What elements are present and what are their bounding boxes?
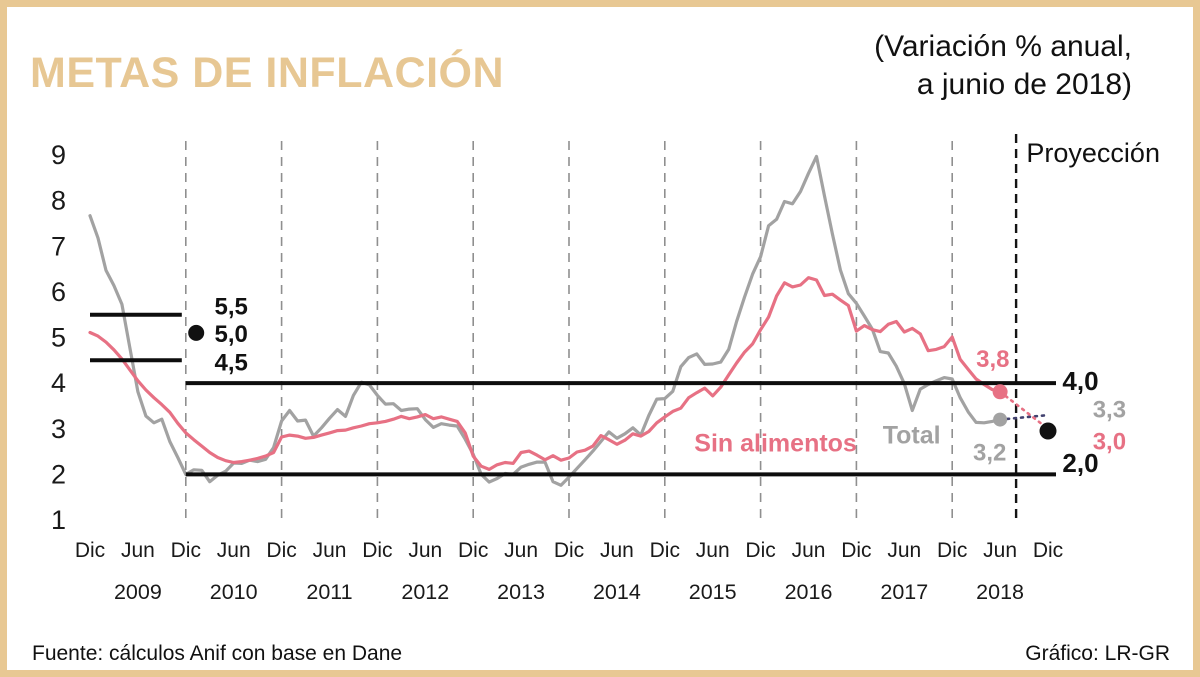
- label-5-0: 5,0: [215, 321, 248, 348]
- x-axis-month-label: Jun: [792, 539, 826, 562]
- x-axis-month-label: Dic: [458, 539, 488, 562]
- page-title: METAS DE INFLACIÓN: [30, 48, 505, 97]
- x-axis-year-label: 2014: [593, 580, 641, 604]
- series-line-sin-alimentos: [88, 276, 1002, 471]
- total-june-2018-dot: [993, 412, 1008, 427]
- series-line-total: [88, 154, 1002, 487]
- chart-subtitle: (Variación % anual, a junio de 2018): [874, 28, 1132, 105]
- x-axis-month-label: Dic: [745, 539, 775, 562]
- graphic-credit: Gráfico: LR-GR: [1025, 642, 1170, 665]
- y-axis-tick-label: 3: [51, 414, 66, 444]
- x-axis-year-label: 2017: [880, 580, 928, 604]
- x-axis-year-label: 2016: [785, 580, 833, 604]
- subtitle-line-1: (Variación % anual,: [874, 30, 1132, 63]
- label-3-8: 3,8: [976, 346, 1009, 373]
- x-axis-year-label: 2012: [401, 580, 449, 604]
- label-2-0: 2,0: [1062, 448, 1098, 478]
- y-axis-tick-label: 1: [51, 505, 66, 535]
- x-axis-month-label: Jun: [983, 539, 1017, 562]
- x-axis-month-label: Jun: [504, 539, 538, 562]
- label-4-5: 4,5: [215, 349, 248, 376]
- x-axis-year-label: 2009: [114, 580, 162, 604]
- x-axis-year-label: 2011: [306, 580, 352, 604]
- x-axis-month-label: Dic: [1033, 539, 1063, 562]
- source-credit: Fuente: cálculos Anif con base en Dane: [32, 642, 403, 665]
- x-axis-month-label: Dic: [554, 539, 584, 562]
- x-axis-year-label: 2015: [689, 580, 737, 604]
- target-midpoint-2009-dot: [188, 324, 205, 341]
- footer: Fuente: cálculos Anif con base en Dane G…: [32, 642, 1170, 666]
- label-3-3: 3,3: [1093, 396, 1126, 423]
- x-axis-month-label: Jun: [313, 539, 347, 562]
- series-label-total: Total: [883, 421, 941, 449]
- x-axis-month-label: Jun: [696, 539, 730, 562]
- y-axis-tick-label: 8: [51, 186, 66, 216]
- x-axis-month-label: Jun: [121, 539, 155, 562]
- y-axis-tick-label: 2: [51, 459, 66, 489]
- subtitle-line-2: a junio de 2018): [916, 68, 1132, 102]
- sin-alimentos-june-2018-dot: [992, 384, 1008, 400]
- x-axis-year-label: 2010: [210, 580, 258, 604]
- x-axis-month-label: Dic: [937, 539, 967, 562]
- projection-label: Proyección: [1026, 138, 1160, 168]
- x-axis-month-label: Dic: [75, 539, 105, 562]
- label-5-5: 5,5: [215, 294, 248, 321]
- x-axis-month-label: Jun: [887, 539, 921, 562]
- y-axis-tick-label: 4: [51, 368, 66, 398]
- projection-line-total: [998, 413, 1050, 421]
- x-axis-month-label: Jun: [600, 539, 634, 562]
- y-axis-tick-label: 6: [51, 277, 66, 307]
- y-axis-tick-label: 5: [51, 323, 66, 353]
- x-axis-year-label: 2013: [497, 580, 545, 604]
- x-axis-month-label: Dic: [266, 539, 296, 562]
- projection-dec-2018-dot: [1039, 422, 1057, 440]
- x-axis-month-label: Dic: [362, 539, 392, 562]
- x-axis-year-label: 2018: [976, 580, 1024, 604]
- label-3-2: 3,2: [973, 440, 1006, 467]
- x-axis-month-label: Jun: [217, 539, 251, 562]
- series-label-sin-alimentos: Sin alimentos: [694, 430, 857, 458]
- x-axis-month-label: Dic: [650, 539, 680, 562]
- label-3-0: 3,0: [1093, 428, 1126, 455]
- projection-line-sin-alimentos: [998, 390, 1050, 431]
- y-axis-tick-label: 7: [51, 231, 66, 261]
- y-axis-tick-label: 9: [51, 140, 66, 170]
- label-4-0: 4,0: [1062, 366, 1098, 396]
- x-axis-month-label: Jun: [408, 539, 442, 562]
- x-axis-month-label: Dic: [841, 539, 871, 562]
- x-axis-month-label: Dic: [171, 539, 201, 562]
